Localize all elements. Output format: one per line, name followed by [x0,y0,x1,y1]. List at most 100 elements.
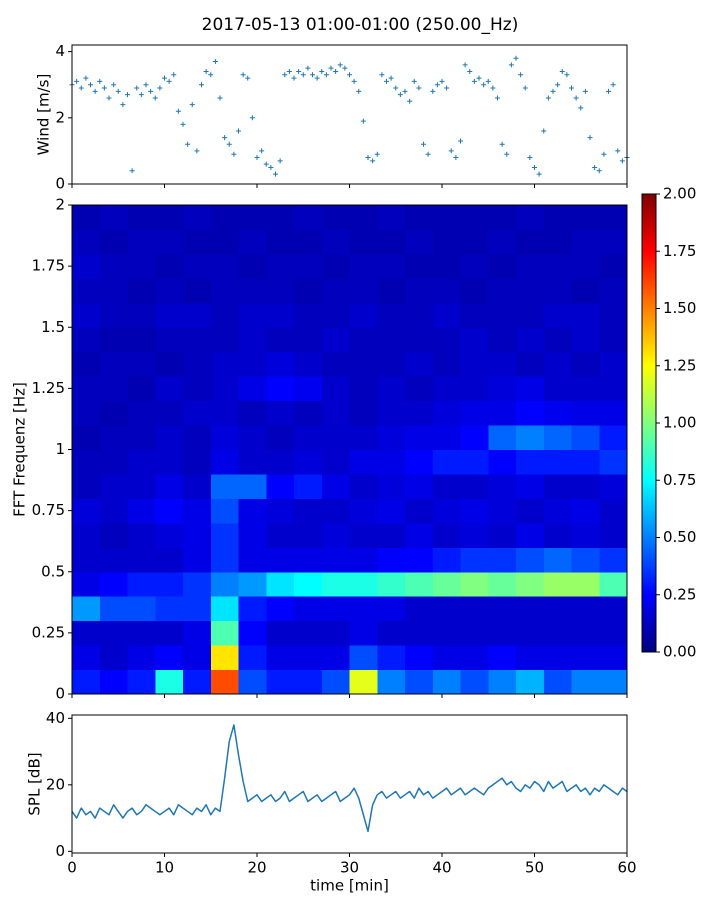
wind-point [555,82,561,88]
heatmap-cell [460,253,489,279]
heatmap-cell [599,376,628,402]
heatmap-cell [460,302,489,328]
heatmap-cell [210,425,239,450]
heatmap-cell [72,253,101,279]
heatmap-cell [155,205,184,230]
heatmap-cell [72,327,101,353]
heatmap-cell [238,571,267,597]
heatmap-cell [127,571,156,597]
heatmap-cell [543,327,572,353]
wind-point [115,88,121,94]
heatmap-cell [488,669,517,695]
heatmap-cell [210,253,239,279]
heatmap-cell [543,278,572,304]
heatmap-cell [460,645,489,671]
heatmap-cell [238,327,267,353]
heatmap-cell [238,473,267,499]
heatmap-cell [183,302,212,328]
wind-point [393,85,399,91]
heatmap-cell [266,302,295,328]
heatmap-cell [72,669,101,695]
y-tick-label: 0 [55,175,65,193]
heatmap-cell [155,596,184,622]
heatmap-cell [571,473,600,499]
heatmap-cell [127,669,156,695]
heatmap-cell [183,205,212,230]
heatmap-cell [349,351,378,377]
heatmap-cell [72,425,101,450]
heatmap-cell [460,498,489,524]
heatmap-cell [432,376,461,402]
wind-point [467,68,473,74]
heatmap-cell [72,620,101,646]
wind-point [273,171,278,177]
heatmap-cell [349,596,378,622]
heatmap-cell [238,596,267,622]
wind-point [203,68,209,74]
heatmap-cell [432,669,461,695]
heatmap-cell [599,571,628,597]
wind-point [291,75,297,81]
heatmap-cell [349,669,378,695]
wind-point [471,78,477,84]
heatmap-cell [127,351,156,377]
heatmap-cell [155,400,184,426]
heatmap-cell [155,571,184,597]
heatmap-cell [155,645,184,671]
wind-point [360,118,366,124]
heatmap-cell [99,278,128,304]
heatmap-cell [127,522,156,548]
heatmap-cell [432,278,461,304]
heatmap-cell [516,278,545,304]
x-tick-label: 0 [67,859,77,877]
heatmap-cell [210,473,239,499]
colorbar-tick-label: 0.25 [663,585,696,603]
wind-point [134,85,140,91]
heatmap-cell [183,253,212,279]
heatmap-cell [460,278,489,304]
wind-point [513,55,519,61]
heatmap-cell [321,620,350,646]
heatmap-cell [571,669,600,695]
heatmap-cell [127,498,156,524]
wind-point [138,92,144,98]
heatmap-cell [377,522,406,548]
heatmap-cell [266,425,295,450]
wind-point [481,82,487,88]
heatmap-cell [571,376,600,402]
heatmap-cell [238,400,267,426]
heatmap-cell [377,229,406,255]
heatmap-cell [377,571,406,597]
heatmap-cell [571,302,600,328]
heatmap-cell [155,522,184,548]
heatmap-cell [294,253,323,279]
heatmap-cell [294,522,323,548]
heatmap-cell [349,376,378,402]
heatmap-cell [571,645,600,671]
y-axis-label: SPL [dB] [26,752,44,815]
heatmap-cell [599,278,628,304]
heatmap-cell [571,620,600,646]
heatmap-cell [543,302,572,328]
wind-point [240,72,246,78]
y-tick-label: 2 [55,108,65,126]
heatmap-cell [516,596,545,622]
heatmap-cell [349,522,378,548]
wind-point [152,95,158,101]
heatmap-cell [405,425,434,450]
wind-point [171,72,177,78]
heatmap-cell [599,205,628,230]
heatmap-cell [183,498,212,524]
wind-point [337,62,343,68]
wind-point [421,141,426,147]
heatmap-cell [432,302,461,328]
wind-point [592,164,598,170]
heatmap-cell [72,302,101,328]
heatmap-cell [183,400,212,426]
wind-point [180,121,186,127]
heatmap-cell [488,351,517,377]
wind-point [411,78,417,84]
y-tick-label: 1.75 [32,257,65,275]
heatmap-cell [432,547,461,573]
